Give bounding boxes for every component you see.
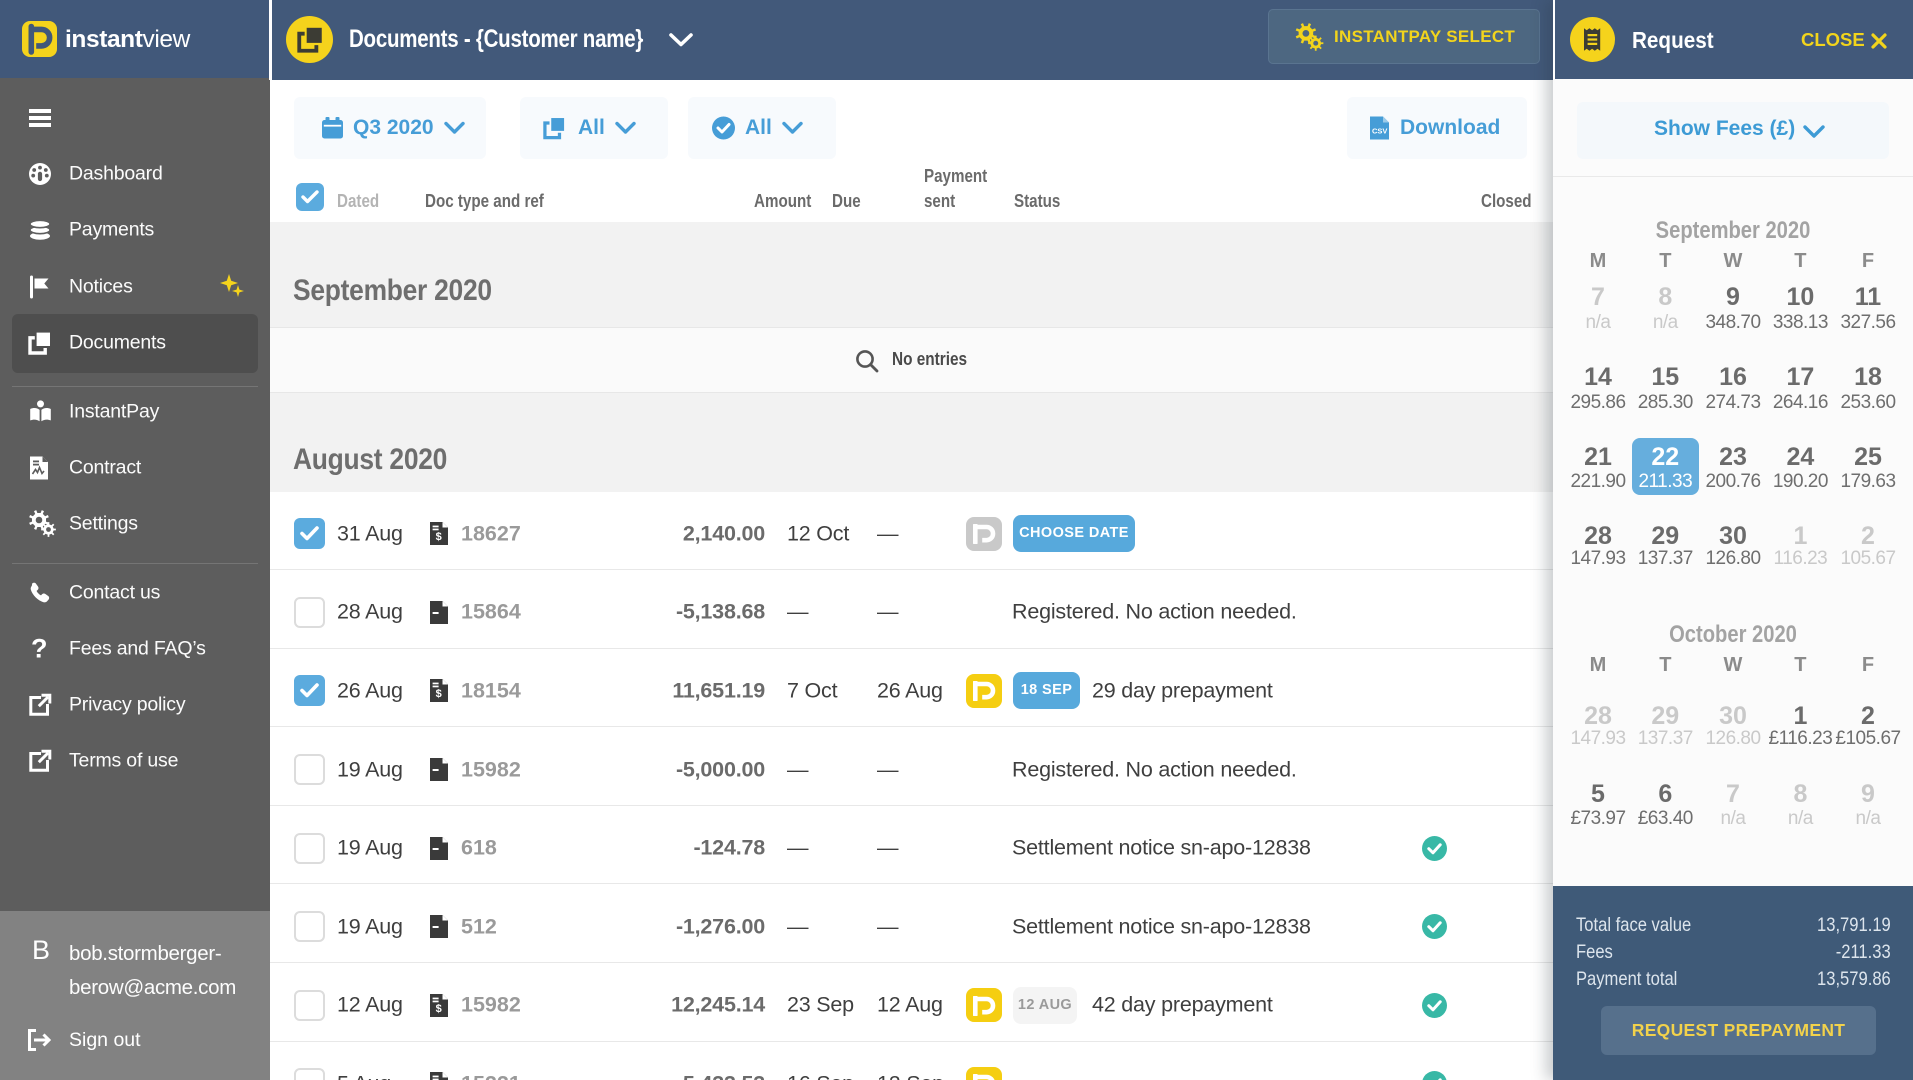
svg-text:$: $ (436, 1003, 442, 1015)
svg-text:CSV: CSV (1372, 127, 1387, 136)
svg-text:$: $ (436, 689, 442, 701)
svg-text:$: $ (436, 531, 442, 543)
